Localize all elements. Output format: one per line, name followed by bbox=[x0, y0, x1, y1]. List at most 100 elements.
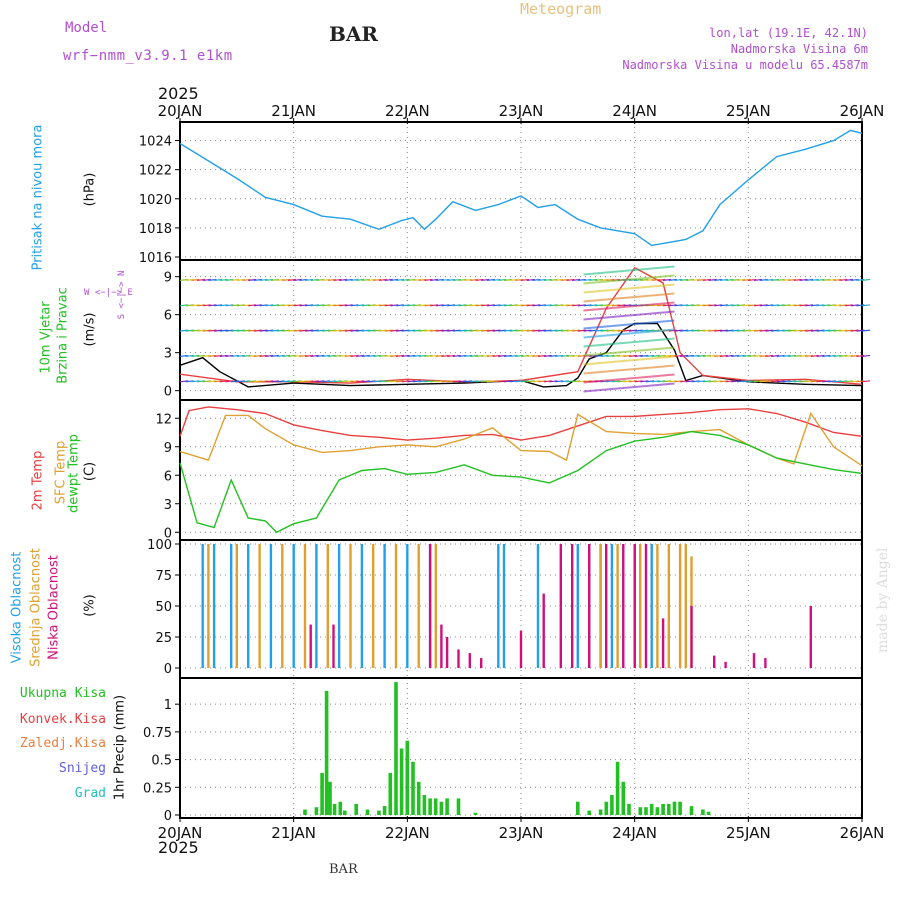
wind-barb bbox=[611, 329, 621, 332]
wind-barb bbox=[697, 278, 706, 282]
wind-barb bbox=[356, 354, 365, 358]
pressure-unit: (hPa) bbox=[82, 172, 98, 207]
wind-barb bbox=[822, 329, 831, 332]
wind-barb bbox=[299, 329, 308, 332]
precip-bar bbox=[644, 807, 648, 815]
wind-barb bbox=[560, 354, 569, 358]
cloud-bar bbox=[212, 544, 216, 668]
wind-barb bbox=[339, 354, 348, 358]
wind-barb bbox=[179, 380, 189, 383]
cloud-bar bbox=[337, 544, 341, 668]
wind-storm-mark bbox=[583, 292, 675, 303]
precip-bar bbox=[621, 781, 626, 816]
cloud-bar bbox=[752, 653, 756, 668]
cloud-bar bbox=[468, 653, 471, 668]
wind-barb bbox=[384, 380, 393, 383]
wind-barb bbox=[407, 380, 416, 383]
wind-barb bbox=[725, 380, 734, 383]
x-tick-label-bottom: 26JAN bbox=[840, 824, 885, 842]
cloud-bar bbox=[230, 544, 233, 668]
wind-barb bbox=[441, 329, 450, 332]
wind-barb bbox=[515, 304, 524, 307]
wind-barb bbox=[407, 304, 416, 307]
wind-barb bbox=[469, 304, 478, 307]
x-tick-label-top: 22JAN bbox=[385, 102, 430, 120]
wind-barb bbox=[708, 329, 717, 332]
cloud-bar bbox=[349, 544, 352, 668]
wind-barb bbox=[776, 278, 785, 282]
wind-barb bbox=[384, 329, 393, 332]
wind-barb bbox=[333, 278, 342, 282]
wind-barb bbox=[196, 304, 206, 307]
wind-barb bbox=[844, 329, 854, 332]
wind-barb bbox=[390, 304, 399, 307]
wind-barb bbox=[356, 329, 365, 332]
wind-barb bbox=[361, 304, 370, 307]
wind-barb bbox=[623, 354, 632, 358]
wind-barb bbox=[680, 329, 689, 332]
y-tick-label: 100 bbox=[147, 538, 172, 553]
y-tick-label: 6 bbox=[164, 309, 172, 324]
wind-barb bbox=[390, 278, 399, 282]
wind-barb bbox=[702, 304, 711, 307]
lonlat-info: lon,lat (19.1E, 42.1N) bbox=[709, 26, 868, 40]
wind-barb bbox=[776, 304, 785, 307]
wind-barb bbox=[600, 278, 609, 282]
y-tick-label: 1 bbox=[164, 698, 172, 713]
wind-barb bbox=[742, 278, 751, 282]
wind-barb bbox=[214, 380, 223, 383]
cloud-label-1: Visoka Oblacnost bbox=[9, 551, 25, 664]
wind-barb bbox=[202, 329, 211, 332]
wind-barb bbox=[589, 329, 598, 332]
wind-barb bbox=[270, 354, 280, 358]
wind-barb bbox=[663, 278, 672, 282]
wind-storm-mark bbox=[583, 319, 675, 330]
wind-barb bbox=[464, 354, 473, 358]
wind-barb bbox=[191, 329, 200, 332]
wind-barb bbox=[657, 304, 666, 307]
wind-barb bbox=[282, 380, 291, 383]
wind-barb bbox=[748, 380, 757, 383]
wind-barb bbox=[310, 329, 319, 332]
cloud-bar bbox=[650, 544, 653, 668]
precip-legend-freezing: Zaledj.Kisa bbox=[19, 736, 106, 751]
precip-bar bbox=[422, 795, 427, 815]
wind-barb bbox=[634, 354, 643, 358]
wind-barb bbox=[293, 380, 302, 383]
y-tick-label: 50 bbox=[155, 600, 172, 615]
wind-barb bbox=[765, 329, 774, 332]
wind-barb bbox=[697, 354, 706, 358]
cloud-bar bbox=[667, 544, 670, 668]
wind-barb bbox=[498, 380, 507, 383]
wind-barb bbox=[680, 380, 689, 383]
wind-barb bbox=[333, 380, 342, 383]
x-tick-label-bottom: 25JAN bbox=[726, 824, 771, 842]
wind-barb bbox=[378, 278, 387, 282]
wind-barb bbox=[486, 304, 495, 307]
wind-barb bbox=[276, 278, 285, 282]
wind-barb bbox=[833, 304, 842, 307]
wind-storm-mark bbox=[583, 337, 675, 348]
wind-barb bbox=[418, 354, 427, 358]
wind-barb bbox=[464, 329, 473, 332]
precip-bar bbox=[689, 806, 694, 815]
wind-barb bbox=[196, 278, 206, 282]
cloud-bar bbox=[434, 544, 437, 668]
wind-barb bbox=[833, 380, 842, 383]
wind-barb bbox=[770, 304, 780, 307]
wind-barb bbox=[680, 304, 689, 307]
cloud-bar bbox=[258, 544, 261, 668]
wind-barb bbox=[475, 354, 484, 358]
precip-bar bbox=[701, 809, 705, 815]
wind-barb bbox=[452, 278, 461, 282]
wind-barb bbox=[520, 354, 530, 358]
y-tick-label: 12 bbox=[155, 412, 172, 427]
wind-barb bbox=[373, 304, 382, 307]
wind-barb bbox=[748, 329, 757, 332]
wind-barb bbox=[293, 354, 302, 358]
wind-barb bbox=[719, 304, 728, 307]
wind-barb bbox=[395, 329, 405, 332]
wind-barb bbox=[532, 354, 541, 358]
year-bottom: 2025 bbox=[158, 838, 199, 857]
wind-barb bbox=[492, 380, 501, 383]
